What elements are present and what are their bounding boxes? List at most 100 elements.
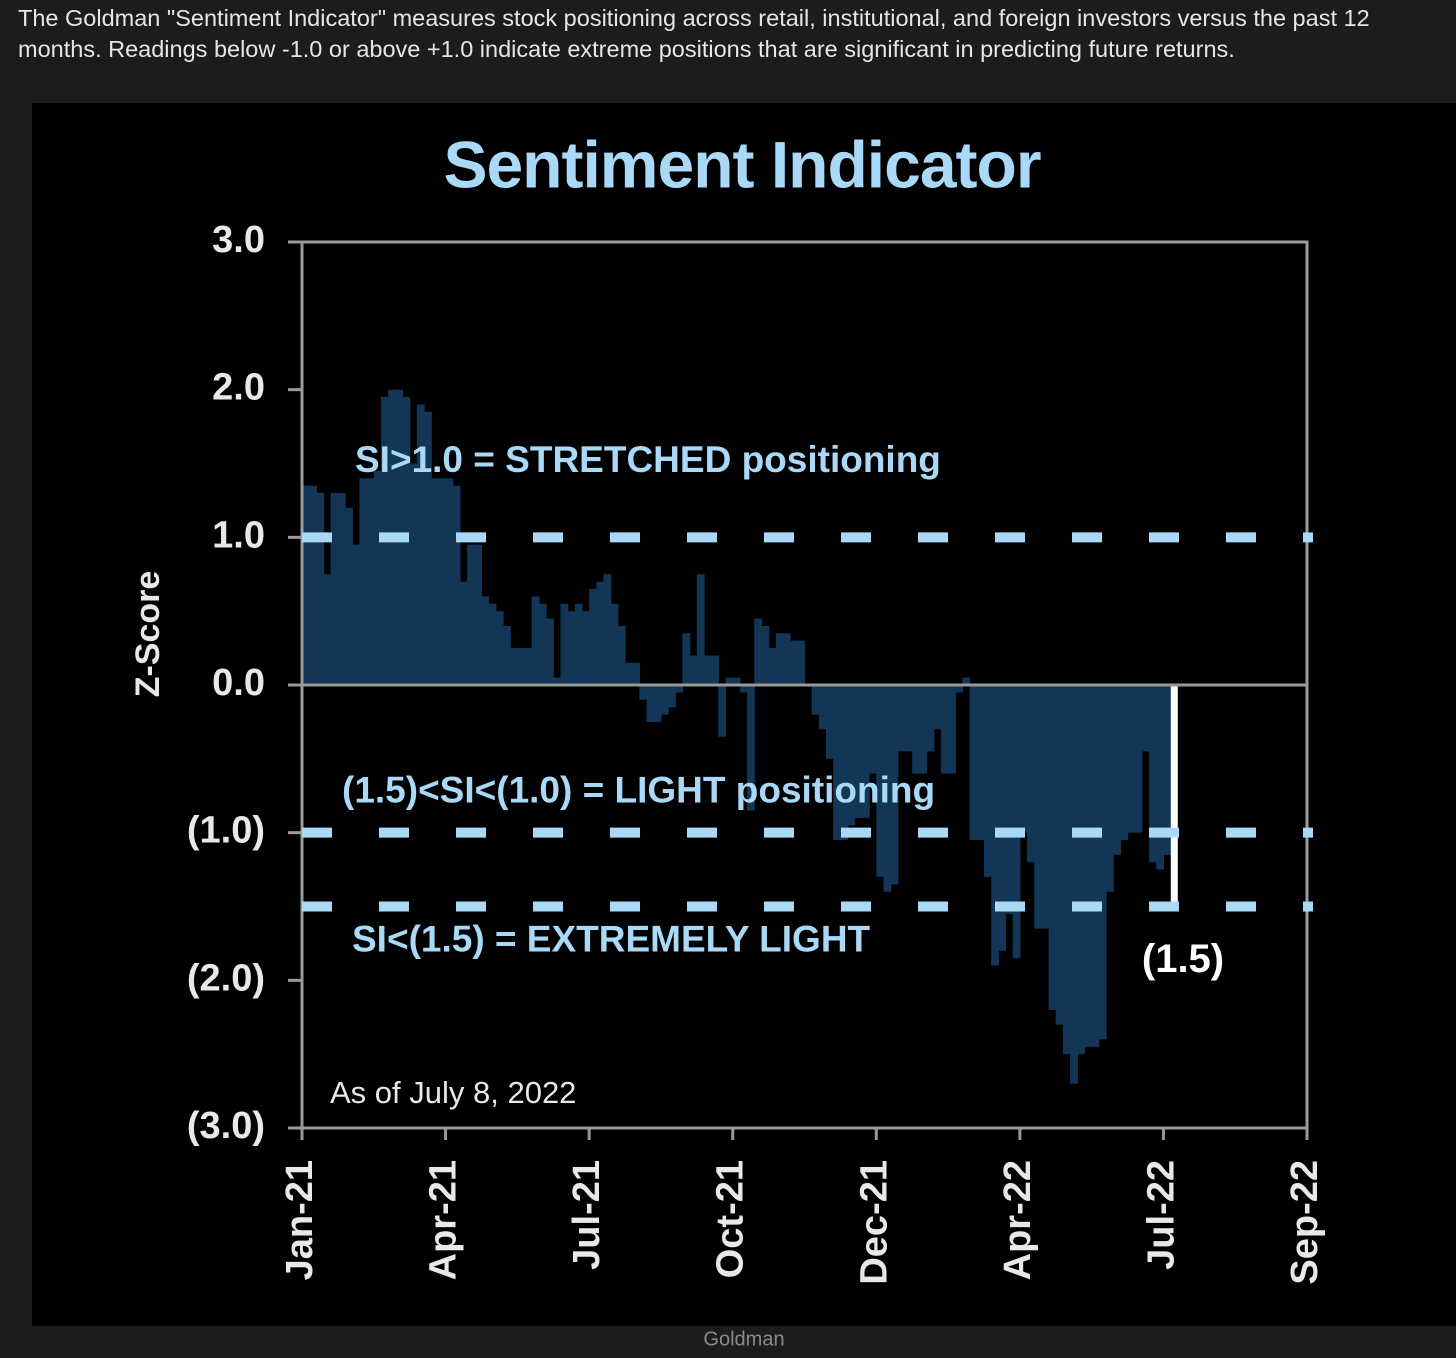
bar <box>646 685 655 722</box>
bar <box>653 685 662 722</box>
bar <box>718 685 727 737</box>
bar <box>818 685 827 730</box>
bar <box>840 685 849 841</box>
bar <box>1134 685 1143 833</box>
bar <box>747 685 755 811</box>
bar <box>373 470 382 685</box>
bar <box>704 655 712 685</box>
bar <box>1120 685 1129 841</box>
bar <box>725 677 734 685</box>
x-tick-label: Apr-21 <box>423 1160 465 1280</box>
source: Goldman <box>703 1328 784 1350</box>
bar <box>948 685 956 774</box>
bar <box>768 648 777 685</box>
bar <box>510 648 518 685</box>
bar <box>761 625 770 685</box>
bar <box>739 685 748 693</box>
bar <box>560 603 569 685</box>
bar <box>1041 685 1050 929</box>
bar <box>732 677 741 685</box>
reference-label: SI>1.0 = STRETCHED positioning <box>355 439 941 480</box>
bar <box>696 574 705 685</box>
bar <box>1113 685 1121 855</box>
bar <box>940 685 949 774</box>
y-tick-label: (3.0) <box>187 1105 265 1147</box>
bar <box>1098 685 1107 1040</box>
bar <box>625 662 633 685</box>
bar <box>660 685 669 715</box>
bar <box>1012 685 1021 959</box>
x-tick-label: Dec-21 <box>853 1160 895 1285</box>
y-tick-label: 0.0 <box>212 662 265 704</box>
bar <box>775 633 784 685</box>
bar <box>1048 685 1057 1010</box>
bar <box>309 485 317 685</box>
bar <box>782 633 791 685</box>
bar <box>639 685 648 700</box>
bar <box>488 603 497 685</box>
reference-label: (1.5)<SI<(1.0) = LIGHT positioning <box>342 769 935 810</box>
bar <box>337 493 346 685</box>
bar <box>366 478 375 685</box>
bar <box>352 544 361 685</box>
y-tick-label: 2.0 <box>212 367 265 409</box>
bar <box>919 685 928 774</box>
bar <box>854 685 863 818</box>
bar <box>711 655 719 685</box>
bar <box>632 662 640 685</box>
bar <box>1127 685 1136 833</box>
bar <box>811 685 820 715</box>
bar <box>754 618 763 685</box>
bar <box>962 677 971 685</box>
y-tick-label: (1.0) <box>187 810 265 852</box>
y-axis-label: Z-Score <box>129 571 167 698</box>
bar <box>603 574 612 685</box>
bar <box>833 685 841 841</box>
bar <box>359 478 368 685</box>
bar <box>424 411 432 685</box>
bar <box>596 581 605 685</box>
x-tick-label: Jul-22 <box>1140 1160 1182 1270</box>
bar <box>668 685 676 708</box>
bar <box>682 633 691 685</box>
bar <box>883 685 892 892</box>
bar <box>416 404 425 685</box>
bar <box>1019 685 1028 833</box>
bar <box>452 485 461 685</box>
caption: The Goldman "Sentiment Indicator" measur… <box>18 5 1370 62</box>
bar <box>517 648 526 685</box>
bar <box>495 611 504 685</box>
bar <box>955 685 964 693</box>
bar <box>1055 685 1064 1025</box>
bar <box>574 603 583 685</box>
bar <box>926 685 935 752</box>
bar <box>969 685 978 841</box>
bar <box>847 685 856 826</box>
bar <box>1106 685 1114 892</box>
bar <box>1084 685 1093 1047</box>
bar <box>1170 685 1178 907</box>
bar <box>861 685 870 818</box>
bar <box>1070 685 1078 1084</box>
bar <box>316 493 325 685</box>
bar <box>302 485 310 685</box>
bar <box>998 685 1007 951</box>
bar <box>1062 685 1071 1055</box>
bar <box>912 685 920 774</box>
bar <box>567 611 576 685</box>
bar <box>991 685 999 966</box>
bar <box>524 648 533 685</box>
bar <box>897 685 906 752</box>
bar <box>1149 685 1157 863</box>
note: As of July 8, 2022 <box>330 1075 576 1110</box>
chart-title: Sentiment Indicator <box>443 127 1040 201</box>
x-tick-label: Sep-22 <box>1284 1160 1326 1285</box>
bar <box>797 640 806 685</box>
bar <box>330 493 339 685</box>
bar <box>983 685 992 877</box>
bar <box>459 581 468 685</box>
bar <box>826 685 834 759</box>
bar <box>531 596 540 685</box>
